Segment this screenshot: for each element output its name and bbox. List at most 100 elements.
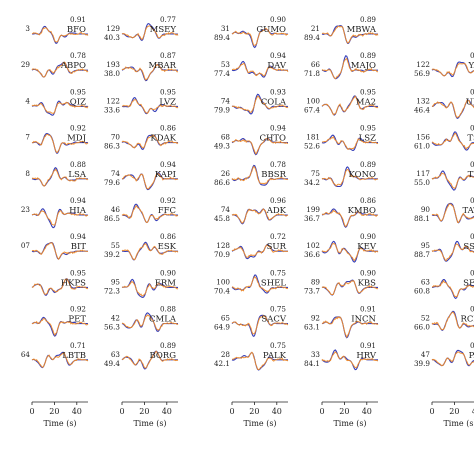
time-tick-label: 0 [319,407,324,416]
cc-value: 0.90 [160,268,176,277]
cc-value: 0.75 [270,268,286,277]
distance-label: 40.3 [104,33,120,42]
trace-synthetic-mdj [31,133,89,154]
trace-synthetic-palk [231,351,289,371]
time-axis-label: Time (s) [333,419,366,428]
station-name: KBS [358,278,377,288]
station-name: ABPO [60,61,86,71]
time-tick-label: 40 [72,407,82,416]
distance-label: 70.9 [214,250,230,259]
trace-synthetic-bbsr [231,165,289,185]
distance-label: 64.9 [214,323,230,332]
cc-value: 0.72 [270,232,286,241]
distance-label: 79.9 [214,105,230,114]
trace-synthetic-adk [231,208,289,224]
distance-label: 88.7 [414,250,430,259]
station-name: KEV [357,242,377,252]
station-name: CHTO [259,134,286,144]
cc-value: 0.86 [160,232,176,241]
trace-synthetic-kev [321,243,379,262]
time-axes: 0 20 40 Time (s) 0 20 40 Time (s) 0 20 40 Time (s) 0… [29,401,474,428]
azimuth-label: 26 [221,169,231,178]
cc-value: 0.94 [160,160,176,169]
station-name: GUMO [256,25,286,35]
azimuth-label: 47 [421,350,431,359]
station-name: PET [68,315,86,325]
azimuth-label: 156 [416,133,430,142]
time-axis-label: Time (s) [43,419,76,428]
distance-label: 56.9 [414,69,430,78]
azimuth-label: 53 [221,60,231,69]
distance-label: 39.9 [414,359,430,368]
cc-value: 0.75 [270,341,286,350]
azimuth-label: 70 [111,133,121,142]
station-name: TSU [467,134,474,144]
distance-label: 49.4 [104,359,120,368]
cc-value: 0.91 [360,341,376,350]
azimuth-label: 07 [21,241,31,250]
cc-value: 0.86 [360,196,376,205]
trace-synthetic-sur [231,244,289,258]
azimuth-label: 21 [311,24,320,33]
trace-synthetic-lvz [121,99,179,114]
station-name: BORG [149,351,176,361]
station-name: BBSR [261,170,286,180]
time-tick-label: 0 [229,407,234,416]
azimuth-label: 33 [311,350,321,359]
station-name: HIA [69,206,87,216]
cc-value: 0.92 [70,305,86,314]
trace-synthetic-lsa [31,168,89,187]
azimuth-label: 8 [25,169,30,178]
time-tick-label: 20 [49,407,59,416]
station-name: HKPS [61,278,86,288]
distance-label: 77.4 [214,69,230,78]
azimuth-label: 55 [111,241,121,250]
azimuth-label: 128 [216,241,230,250]
azimuth-label: 74 [221,205,231,214]
trace-synthetic-tixi [431,172,474,189]
cc-value: 0.78 [70,51,86,60]
azimuth-label: 74 [221,96,231,105]
distance-label: 36.6 [304,250,320,259]
trace-synthetic-dav [231,62,289,77]
cc-value: 0.71 [70,341,86,350]
azimuth-label: 66 [311,60,321,69]
time-tick-label: 40 [472,407,474,416]
trace-synthetic-erm [121,281,179,297]
distance-label: 88.1 [414,214,430,223]
distance-label: 71.8 [304,69,320,78]
time-axis-label: Time (s) [243,419,276,428]
station-name: ADK [266,206,287,216]
trace-synthetic-rcbr [431,311,474,331]
azimuth-label: 75 [311,169,321,178]
cc-value: 0.94 [270,124,286,133]
distance-label: 73.7 [304,286,320,295]
cc-value: 0.90 [270,15,286,24]
station-name: TATO [462,206,474,216]
azimuth-label: 7 [25,133,30,142]
station-name: SEIN [463,278,474,288]
cc-value: 0.95 [470,51,474,60]
trace-synthetic-mbwa [321,25,379,44]
trace-observed-sur [231,244,288,260]
cc-value: 0.92 [160,196,176,205]
station-name: INCN [351,315,376,325]
cc-value: 0.91 [70,15,86,24]
station-name: MSEY [150,25,177,35]
cc-value: 0.95 [70,268,86,277]
cc-value: 0.92 [70,124,86,133]
distance-label: 38.0 [104,69,120,78]
trace-synthetic-ma2 [321,95,379,116]
station-name: KONO [349,170,377,180]
trace-synthetic-bit [31,242,88,261]
station-name: SSPA [463,242,474,252]
distance-label: 61.0 [414,142,430,151]
distance-label: 45.8 [214,214,230,223]
trace-synthetic-lsz [321,135,379,150]
station-name: SACV [261,315,286,325]
azimuth-label: 31 [221,24,230,33]
trace-synthetic-ffc [121,204,179,223]
cc-value: 0.94 [470,232,474,241]
azimuth-label: 46 [111,205,121,214]
trace-synthetic-tato [431,203,474,223]
